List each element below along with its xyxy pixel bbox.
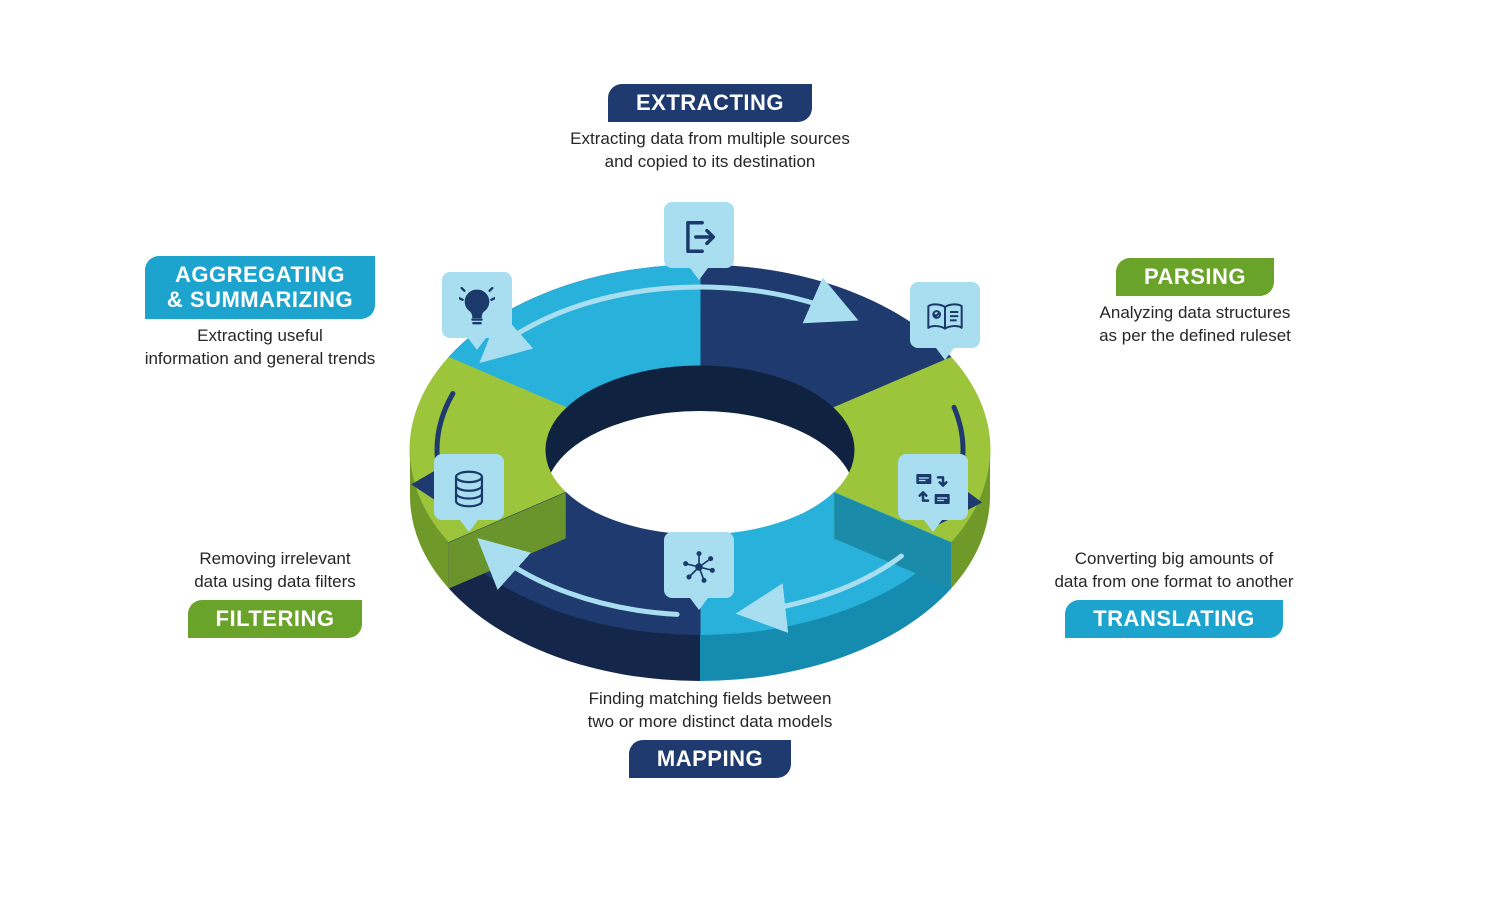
icon-box-parsing (908, 280, 982, 354)
desc-line1: Converting big amounts of (1075, 549, 1273, 568)
desc-line1: Removing irrelevant (199, 549, 350, 568)
desc-translating: Converting big amounts of data from one … (1014, 548, 1334, 594)
icon-box-filtering (432, 452, 506, 526)
pill-extracting: EXTRACTING (608, 84, 812, 122)
pill-aggregating: AGGREGATING& SUMMARIZING (145, 256, 375, 319)
desc-extracting: Extracting data from multiple sources an… (560, 128, 860, 174)
desc-line2: and copied to its destination (605, 152, 816, 171)
desc-parsing: Analyzing data structures as per the def… (1060, 302, 1330, 348)
pill-title: FILTERING (216, 606, 335, 631)
desc-line1: Extracting data from multiple sources (570, 129, 850, 148)
desc-line1: Extracting useful (197, 326, 323, 345)
bulb-icon (459, 287, 495, 327)
cycle-diagram: EXTRACTING Extracting data from multiple… (0, 0, 1500, 900)
label-aggregating: AGGREGATING& SUMMARIZING Extracting usef… (110, 256, 410, 370)
label-translating: Converting big amounts of data from one … (1014, 548, 1334, 638)
label-parsing: PARSING Analyzing data structures as per… (1060, 258, 1330, 348)
label-filtering: Removing irrelevant data using data filt… (150, 548, 400, 638)
database-icon (451, 470, 487, 508)
icon-box-aggregating (440, 270, 514, 344)
pill-title: TRANSLATING (1093, 606, 1255, 631)
pill-title: MAPPING (657, 746, 763, 771)
desc-line1: Finding matching fields between (589, 689, 832, 708)
icon-box-mapping (662, 530, 736, 604)
desc-line2: as per the defined ruleset (1099, 326, 1291, 345)
pill-translating: TRANSLATING (1065, 600, 1283, 638)
network-icon (679, 547, 719, 587)
pill-title2: & SUMMARIZING (167, 287, 353, 312)
label-mapping: Finding matching fields between two or m… (545, 688, 875, 778)
desc-mapping: Finding matching fields between two or m… (545, 688, 875, 734)
export-icon (680, 218, 718, 256)
pill-parsing: PARSING (1116, 258, 1274, 296)
pill-title: EXTRACTING (636, 90, 784, 115)
label-extracting: EXTRACTING Extracting data from multiple… (560, 84, 860, 174)
icon-box-translating (896, 452, 970, 526)
desc-line2: data using data filters (194, 572, 356, 591)
desc-line2: information and general trends (145, 349, 376, 368)
pill-title: PARSING (1144, 264, 1246, 289)
desc-line1: Analyzing data structures (1100, 303, 1291, 322)
pill-filtering: FILTERING (188, 600, 363, 638)
desc-line2: two or more distinct data models (588, 712, 833, 731)
desc-aggregating: Extracting useful information and genera… (110, 325, 410, 371)
icon-box-extracting (662, 200, 736, 274)
translate-icon (913, 469, 953, 509)
desc-filtering: Removing irrelevant data using data filt… (150, 548, 400, 594)
book-icon (925, 300, 965, 334)
pill-title: AGGREGATING (175, 262, 345, 287)
desc-line2: data from one format to another (1054, 572, 1293, 591)
pill-mapping: MAPPING (629, 740, 791, 778)
